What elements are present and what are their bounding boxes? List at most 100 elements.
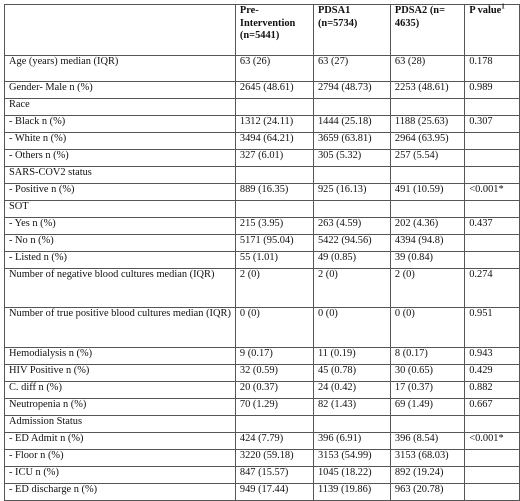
table-row: Hemodialysis n (%) 9 (0.17) 11 (0.19) 8 (0.…: [4, 347, 520, 365]
row-label: - ED Admit n (%): [4, 432, 236, 450]
cell-pdsa2: [389, 415, 466, 433]
table-row: - Yes n (%) 215 (3.95) 263 (4.59) 202 (4.36…: [4, 217, 520, 235]
cell-pdsa1: 3153 (54.99): [312, 449, 391, 467]
cell-pdsa2: 202 (4.36): [389, 217, 466, 235]
cell-pdsa2: 2253 (48.61): [389, 81, 466, 99]
row-label: - Others n (%): [4, 149, 236, 167]
cell-pdsa1: 5422 (94.56): [312, 234, 391, 252]
cell-p-value: 0.667: [464, 398, 520, 416]
row-label: - Black n (%): [4, 115, 236, 133]
header-p-value-footnote: 1: [501, 2, 505, 11]
cell-pdsa2: 39 (0.84): [389, 251, 466, 269]
header-row: Pre-Intervention (n=5441) PDSA1 (n=5734)…: [4, 2, 520, 56]
table-body: Age (years) median (IQR) 63 (26) 63 (27) 63…: [4, 55, 520, 501]
cell-p-value: [464, 132, 520, 150]
data-table: Pre-Intervention (n=5441) PDSA1 (n=5734)…: [4, 2, 520, 501]
header-p-value: P value1: [464, 2, 520, 56]
table-row: - No n (%) 5171 (95.04) 5422 (94.56) 4394 (…: [4, 234, 520, 252]
cell-pdsa2: 30 (0.65): [389, 364, 466, 382]
cell-pdsa2: 892 (19.24): [389, 466, 466, 484]
cell-pdsa1: [312, 200, 391, 218]
cell-pdsa1: 45 (0.78): [312, 364, 391, 382]
cell-pre-intervention: [234, 415, 314, 433]
header-pdsa1: PDSA1 (n=5734): [312, 4, 391, 56]
cell-pre-intervention: 5171 (95.04): [234, 234, 314, 252]
row-label: HIV Positive n (%): [4, 364, 236, 382]
cell-p-value: 0.989: [464, 81, 520, 99]
table-row: - Listed n (%) 55 (1.01) 49 (0.85) 39 (0.84…: [4, 251, 520, 269]
cell-pdsa1: 2 (0): [312, 268, 391, 308]
row-label: - Positive n (%): [4, 183, 236, 201]
table-row: Race: [4, 98, 520, 116]
cell-p-value: 0.943: [464, 347, 520, 365]
header-label: [4, 4, 236, 56]
cell-p-value: [464, 483, 520, 501]
cell-p-value: 0.307: [464, 115, 520, 133]
table-row: - ED Admit n (%) 424 (7.79) 396 (6.91) 396 …: [4, 432, 520, 450]
table-row: Number of true positive blood cultures m…: [4, 307, 520, 348]
cell-pre-intervention: 847 (15.57): [234, 466, 314, 484]
table-row: - White n (%) 3494 (64.21) 3659 (63.81) 296…: [4, 132, 520, 150]
cell-pdsa1: [312, 98, 391, 116]
table-row: - Positive n (%) 889 (16.35) 925 (16.13) 49…: [4, 183, 520, 201]
table-row: Neutropenia n (%) 70 (1.29) 82 (1.43) 69 (1…: [4, 398, 520, 416]
row-label: Gender- Male n (%): [4, 81, 236, 99]
cell-pre-intervention: 2645 (48.61): [234, 81, 314, 99]
row-label: - Floor n (%): [4, 449, 236, 467]
table-row: - Others n (%) 327 (6.01) 305 (5.32) 257 (5…: [4, 149, 520, 167]
table-row: - ICU n (%) 847 (15.57) 1045 (18.22) 892 (1…: [4, 466, 520, 484]
row-label: - ED discharge n (%): [4, 483, 236, 501]
cell-pre-intervention: 949 (17.44): [234, 483, 314, 501]
cell-pdsa2: 491 (10.59): [389, 183, 466, 201]
cell-pre-intervention: [234, 166, 314, 184]
row-label: Hemodialysis n (%): [4, 347, 236, 365]
row-label: Age (years) median (IQR): [4, 55, 236, 82]
cell-pre-intervention: 215 (3.95): [234, 217, 314, 235]
row-label: C. diff n (%): [4, 381, 236, 399]
row-label: Admission Status: [4, 415, 236, 433]
cell-pdsa1: 1139 (19.86): [312, 483, 391, 501]
cell-pdsa2: [389, 166, 466, 184]
cell-pre-intervention: 1312 (24.11): [234, 115, 314, 133]
cell-pdsa2: 69 (1.49): [389, 398, 466, 416]
cell-p-value: [464, 234, 520, 252]
table-row: - Floor n (%) 3220 (59.18) 3153 (54.99) 315…: [4, 449, 520, 467]
table-row: - Black n (%) 1312 (24.11) 1444 (25.18) 118…: [4, 115, 520, 133]
table-row: C. diff n (%) 20 (0.37) 24 (0.42) 17 (0.37)…: [4, 381, 520, 399]
cell-pdsa2: 2 (0): [389, 268, 466, 308]
cell-p-value: [464, 200, 520, 218]
table-row: SOT: [4, 200, 520, 218]
cell-pdsa1: 263 (4.59): [312, 217, 391, 235]
cell-pdsa2: 1188 (25.63): [389, 115, 466, 133]
cell-pdsa1: 63 (27): [312, 55, 391, 82]
cell-pre-intervention: [234, 200, 314, 218]
cell-p-value: 0.882: [464, 381, 520, 399]
cell-pdsa2: 8 (0.17): [389, 347, 466, 365]
cell-pdsa2: 4394 (94.8): [389, 234, 466, 252]
cell-pdsa1: 82 (1.43): [312, 398, 391, 416]
cell-pre-intervention: 0 (0): [234, 307, 314, 348]
cell-pre-intervention: [234, 98, 314, 116]
table-row: SARS-COV2 status: [4, 166, 520, 184]
cell-p-value: [464, 149, 520, 167]
cell-p-value: <0.001*: [464, 432, 520, 450]
cell-p-value: <0.001*: [464, 183, 520, 201]
header-pdsa2: PDSA2 (n= 4635): [389, 4, 466, 56]
table-row: Admission Status: [4, 415, 520, 433]
table-row: HIV Positive n (%) 32 (0.59) 45 (0.78) 30 (…: [4, 364, 520, 382]
row-label: - White n (%): [4, 132, 236, 150]
cell-p-value: 0.178: [464, 55, 520, 82]
header-p-value-text: P value: [469, 5, 502, 16]
cell-pdsa2: 17 (0.37): [389, 381, 466, 399]
cell-p-value: [464, 98, 520, 116]
row-label: Race: [4, 98, 236, 116]
cell-pdsa1: 49 (0.85): [312, 251, 391, 269]
table-row: Gender- Male n (%) 2645 (48.61) 2794 (48.7…: [4, 81, 520, 99]
cell-pdsa1: 1444 (25.18): [312, 115, 391, 133]
cell-pre-intervention: 70 (1.29): [234, 398, 314, 416]
cell-pre-intervention: 889 (16.35): [234, 183, 314, 201]
cell-pdsa1: 305 (5.32): [312, 149, 391, 167]
cell-pre-intervention: 63 (26): [234, 55, 314, 82]
cell-pre-intervention: 327 (6.01): [234, 149, 314, 167]
row-label: SOT: [4, 200, 236, 218]
